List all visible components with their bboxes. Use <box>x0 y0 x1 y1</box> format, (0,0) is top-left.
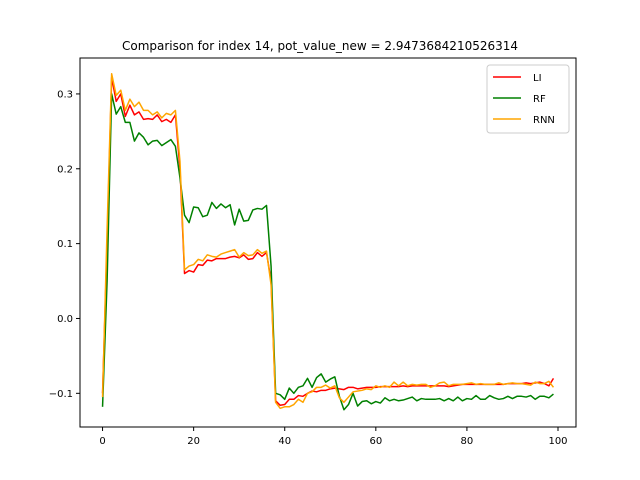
legend-box <box>486 64 570 134</box>
legend-label-li: LI <box>533 73 542 84</box>
x-axis: 0 20 40 60 80 100 <box>99 427 568 447</box>
legend: LI RF RNN <box>486 64 570 134</box>
y-tick-label: 0.0 <box>57 314 73 325</box>
x-tick-label: 40 <box>278 436 291 447</box>
y-tick-label: −0.1 <box>49 389 73 400</box>
plot-frame <box>79 57 577 428</box>
x-tick-label: 100 <box>548 436 567 447</box>
series-line-rf <box>101 93 554 411</box>
series-line-rnn <box>101 72 555 410</box>
y-tick-label: 0.2 <box>57 164 73 175</box>
legend-label-rf: RF <box>533 94 546 105</box>
series-lines <box>101 72 555 411</box>
y-axis: −0.1 0.0 0.1 0.2 0.3 <box>49 89 80 400</box>
x-tick-label: 20 <box>187 436 200 447</box>
x-tick-label: 60 <box>369 436 382 447</box>
x-tick-label: 80 <box>461 436 474 447</box>
x-tick-label: 0 <box>99 436 105 447</box>
chart-title: Comparison for index 14, pot_value_new =… <box>122 39 518 53</box>
y-tick-label: 0.3 <box>57 89 73 100</box>
legend-label-rnn: RNN <box>533 115 555 126</box>
y-tick-label: 0.1 <box>57 239 73 250</box>
